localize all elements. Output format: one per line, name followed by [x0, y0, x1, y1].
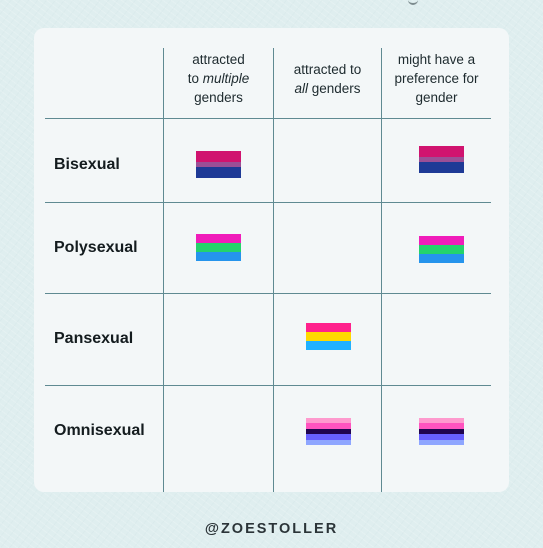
- header-text: genders: [307, 81, 361, 96]
- grid-vline-2: [273, 48, 274, 492]
- row-label-pansexual: Pansexual: [54, 330, 134, 347]
- header-emphasis: all: [294, 81, 308, 96]
- omnisexual-flag-icon: [306, 418, 351, 446]
- row-label-bisexual: Bisexual: [54, 156, 120, 173]
- flag-stripe: [196, 151, 241, 162]
- header-line: might have a: [397, 52, 476, 67]
- flag-stripe: [306, 423, 351, 429]
- header-line: genders: [194, 90, 243, 105]
- header-emphasis: multiple: [202, 71, 250, 86]
- polysexual-flag-icon: [196, 234, 241, 261]
- pansexual-flag-icon: [306, 323, 351, 350]
- cropped-glyph: [408, 0, 418, 5]
- grid-vline-3: [381, 48, 382, 492]
- flag-stripe: [419, 245, 464, 254]
- flag-stripe: [419, 434, 464, 440]
- flag-stripe: [306, 428, 351, 435]
- flag-stripe: [306, 439, 351, 446]
- grid-hline-1: [45, 118, 491, 119]
- grid-hline-3: [45, 293, 491, 294]
- flag-stripe: [196, 161, 241, 168]
- polysexual-flag-icon: [419, 236, 464, 263]
- flag-stripe: [419, 439, 464, 446]
- header-line: all genders: [274, 79, 381, 98]
- bisexual-flag-icon: [419, 146, 464, 173]
- flag-stripe: [419, 418, 464, 424]
- flag-stripe: [306, 332, 351, 341]
- header-line: to multiple: [164, 69, 273, 88]
- omnisexual-flag-icon: [419, 418, 464, 446]
- grid-vline-1: [163, 48, 164, 492]
- flag-stripe: [419, 156, 464, 163]
- flag-stripe: [419, 162, 464, 173]
- header-text: to: [187, 71, 203, 86]
- row-label-polysexual: Polysexual: [54, 239, 138, 256]
- flag-stripe: [306, 341, 351, 350]
- flag-stripe: [196, 243, 241, 252]
- flag-stripe: [419, 236, 464, 245]
- header-line: attracted: [192, 52, 245, 67]
- header-line: preference for: [394, 71, 479, 86]
- flag-stripe: [419, 423, 464, 429]
- flag-stripe: [196, 234, 241, 243]
- column-header-multiple: attracted to multiple genders: [164, 50, 273, 107]
- flag-stripe: [196, 167, 241, 178]
- column-header-all: attracted to all genders: [274, 60, 381, 98]
- flag-stripe: [419, 254, 464, 263]
- bisexual-flag-icon: [196, 151, 241, 178]
- column-header-preference: might have a preference for gender: [382, 50, 491, 107]
- author-credit: @ZOESTOLLER: [204, 521, 339, 537]
- top-cropped-edge: [0, 0, 543, 6]
- flag-stripe: [419, 428, 464, 435]
- header-line: gender: [415, 90, 458, 105]
- grid-hline-4: [45, 385, 491, 386]
- flag-stripe: [196, 252, 241, 261]
- flag-stripe: [306, 323, 351, 332]
- header-line: attracted to: [293, 62, 362, 77]
- grid-hline-2: [45, 202, 491, 203]
- flag-stripe: [306, 418, 351, 424]
- row-label-omnisexual: Omnisexual: [54, 422, 145, 439]
- flag-stripe: [306, 434, 351, 440]
- flag-stripe: [419, 146, 464, 157]
